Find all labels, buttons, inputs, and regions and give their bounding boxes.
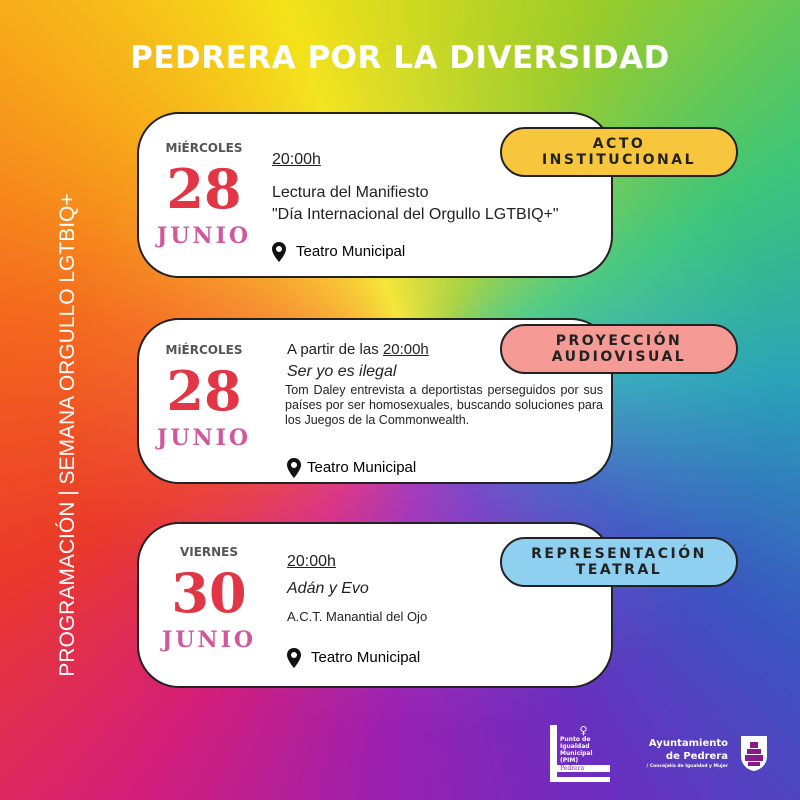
pim-logo: ♀ Punto de Igualdad Municipal (PIM) Pedr… [550, 725, 610, 782]
category-badge: PROYECCIÓN AUDIOVISUAL [500, 324, 738, 374]
ayto-text: Ayuntamiento [648, 738, 728, 749]
location-pin-icon [287, 458, 301, 478]
location-text: Teatro Municipal [307, 459, 417, 476]
badge-line: ACTO [592, 136, 646, 152]
badge-line: REPRESENTACIÓN [531, 546, 707, 562]
coat-of-arms-icon [741, 736, 767, 771]
month: JUNIO [161, 627, 257, 653]
time-prefix: A partir de las [287, 341, 379, 358]
location-text: Teatro Municipal [296, 243, 406, 260]
ayto-text: / Concejalía de Igualdad y Mujer [646, 764, 728, 769]
event-date: MiÉRCOLES 28 JUNIO [139, 140, 269, 250]
badge-line: AUDIOVISUAL [551, 349, 687, 365]
badge-line: TEATRAL [575, 562, 663, 578]
time-value: 20:00h [382, 341, 429, 358]
weekday: VIERNES [179, 545, 239, 559]
day: 28 [166, 157, 242, 221]
event-time: A partir de las 20:00h [287, 340, 429, 360]
event-title: Lectura del Manifiesto "Día Internaciona… [272, 182, 559, 226]
badge-line: PROYECCIÓN [555, 333, 683, 349]
pim-text: Igualdad [560, 743, 590, 750]
event-title: Adán y Evo [287, 580, 369, 597]
event-date: MiÉRCOLES 28 JUNIO [139, 342, 269, 452]
event-card-2: MiÉRCOLES 28 JUNIO A partir de las 20:00… [137, 318, 613, 484]
event-location: Teatro Municipal [287, 458, 416, 478]
event-date: VIERNES 30 JUNIO [144, 544, 274, 654]
event-time: 20:00h [272, 151, 321, 168]
badge-line: INSTITUCIONAL [541, 152, 697, 168]
event-title-line: Lectura del Manifiesto [272, 184, 429, 201]
venus-icon: ♀ [579, 724, 588, 737]
category-badge: ACTO INSTITUCIONAL [500, 127, 738, 177]
weekday: MiÉRCOLES [165, 141, 243, 155]
event-location: Teatro Municipal [287, 648, 420, 668]
location-pin-icon [287, 648, 301, 668]
location-pin-icon [272, 242, 286, 262]
pim-text: (PIM) [560, 757, 579, 764]
month: JUNIO [156, 425, 252, 451]
event-time: 20:00h [287, 553, 336, 570]
month: JUNIO [156, 223, 252, 249]
ayuntamiento-logo: Ayuntamiento de Pedrera / Concejalía de … [636, 737, 728, 770]
event-subtitle: A.C.T. Manantial del Ojo [287, 609, 428, 624]
event-location: Teatro Municipal [272, 242, 405, 262]
day: 28 [166, 359, 242, 423]
event-title: Ser yo es ilegal [287, 363, 397, 380]
location-text: Teatro Municipal [311, 649, 421, 666]
event-description: Tom Daley entrevista a deportistas perse… [285, 383, 603, 427]
pim-text: Punto de [560, 736, 591, 743]
page-title: PEDRERA POR LA DIVERSIDAD [130, 40, 670, 76]
event-title-line: "Día Internacional del Orgullo LGTBIQ+" [272, 206, 559, 223]
day: 30 [171, 561, 247, 625]
ayto-text: de Pedrera [665, 751, 728, 762]
category-badge: REPRESENTACIÓN TEATRAL [500, 537, 738, 587]
weekday: MiÉRCOLES [165, 343, 243, 357]
pim-town: Pedrera [557, 765, 610, 772]
side-text: PROGRAMACIÓN | SEMANA ORGULLO LGTBIQ+ [56, 193, 79, 677]
pim-text: Municipal [560, 750, 593, 757]
